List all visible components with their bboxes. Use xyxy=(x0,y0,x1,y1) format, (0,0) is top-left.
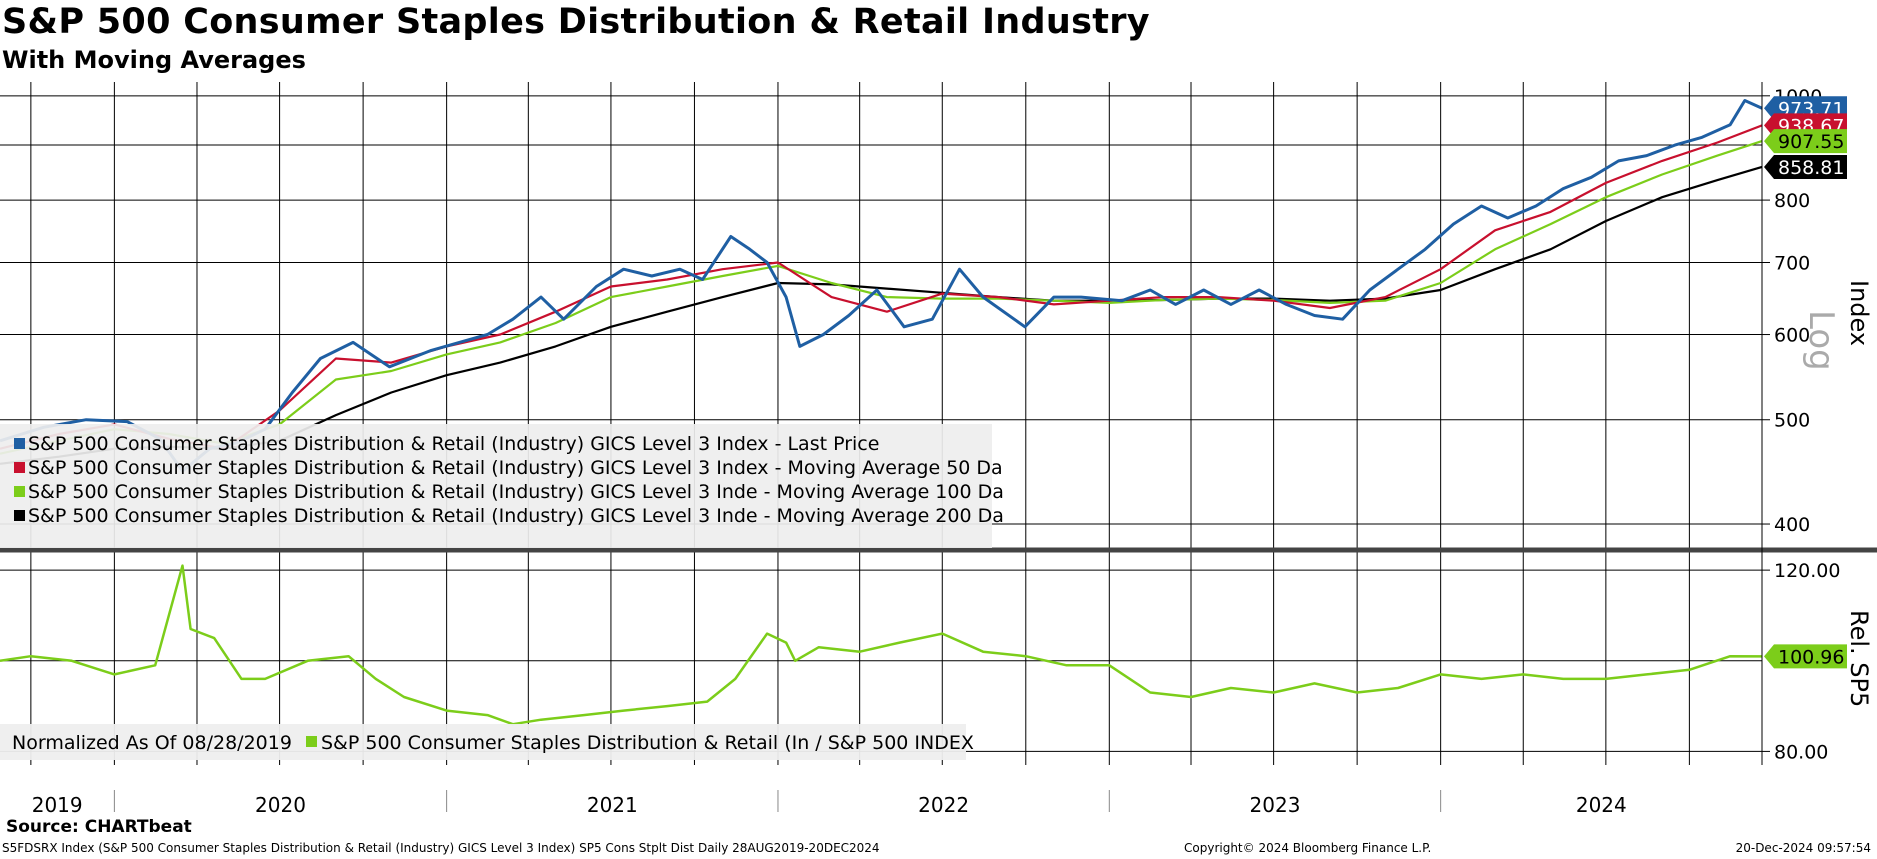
page-title: S&P 500 Consumer Staples Distribution & … xyxy=(2,2,1150,42)
x-tick-label: 2020 xyxy=(255,793,306,817)
upper-ytick-label: 400 xyxy=(1774,514,1810,536)
relative-tag xyxy=(1764,644,1847,669)
x-tick-label: 2024 xyxy=(1576,793,1627,817)
upper-ytick-label: 700 xyxy=(1774,253,1810,275)
lower-ytick-label: 80.00 xyxy=(1774,741,1828,763)
upper-ytick-label: 800 xyxy=(1774,190,1810,212)
page-subtitle: With Moving Averages xyxy=(2,46,306,74)
relative-tag-label: 100.96 xyxy=(1778,646,1844,668)
legend-entry: S&P 500 Consumer Staples Distribution & … xyxy=(28,433,879,455)
x-tick-label: 2019 xyxy=(32,793,83,817)
upper-ytick-label: 500 xyxy=(1774,410,1810,432)
axis-layer: 400500600700800100080.00120.00IndexLogRe… xyxy=(0,82,1877,817)
upper-ytick-label: 600 xyxy=(1774,325,1810,347)
x-tick-label: 2023 xyxy=(1250,793,1301,817)
upper-ylabel: Index xyxy=(1845,280,1873,346)
legend-swatch xyxy=(14,486,25,497)
lower-ytick-label: 120.00 xyxy=(1774,560,1840,582)
series-description: S5FDSRX Index (S&P 500 Consumer Staples … xyxy=(2,841,880,855)
series-layer xyxy=(0,99,1763,726)
legend-entry: S&P 500 Consumer Staples Distribution & … xyxy=(28,505,1004,527)
legend-entry: S&P 500 Consumer Staples Distribution & … xyxy=(28,457,1003,479)
lower-legend-box xyxy=(0,724,966,760)
ma100-tag-label: 907.55 xyxy=(1778,131,1844,153)
last-price-line xyxy=(0,99,1763,473)
x-tick-label: 2021 xyxy=(587,793,638,817)
legend-layer: S&P 500 Consumer Staples Distribution & … xyxy=(0,424,1004,760)
relative-line xyxy=(0,564,1763,726)
ma200-tag-label: 858.81 xyxy=(1778,157,1844,179)
x-tick-label: 2022 xyxy=(918,793,969,817)
ma100-tag xyxy=(1764,129,1847,154)
legend-entry: S&P 500 Consumer Staples Distribution & … xyxy=(28,481,1004,503)
ma100-line xyxy=(0,140,1763,455)
scale-label: Log xyxy=(1801,310,1841,371)
ma200-tag xyxy=(1764,154,1847,179)
normalized-note: Normalized As Of 08/28/2019 xyxy=(12,732,292,754)
legend-swatch xyxy=(14,510,25,521)
timestamp: 20-Dec-2024 09:57:54 xyxy=(1735,841,1871,855)
lower-ylabel: Rel. SP5 xyxy=(1845,610,1873,707)
legend-swatch xyxy=(306,736,317,747)
upper-legend-box xyxy=(0,424,992,548)
source-note: Source: CHARTbeat xyxy=(6,817,192,837)
legend-swatch xyxy=(14,462,25,473)
ma50-line xyxy=(0,124,1763,450)
legend-entry: S&P 500 Consumer Staples Distribution & … xyxy=(321,732,974,754)
copyright: Copyright© 2024 Bloomberg Finance L.P. xyxy=(1184,841,1432,855)
legend-swatch xyxy=(14,438,25,449)
